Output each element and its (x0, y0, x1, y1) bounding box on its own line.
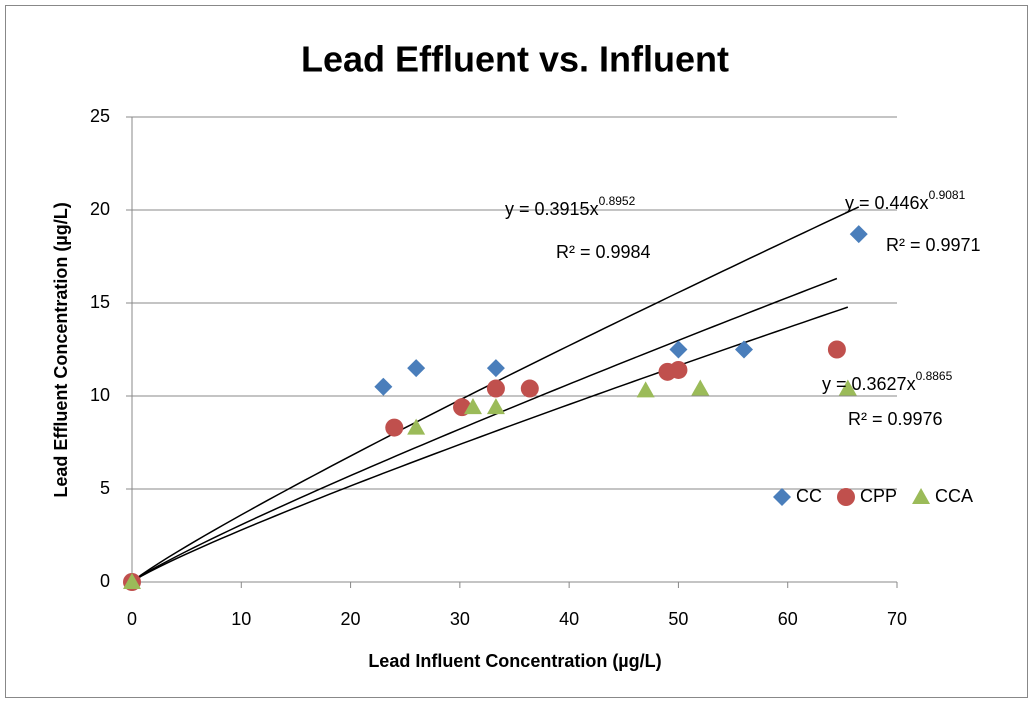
x-tick-label: 50 (668, 609, 688, 629)
trendline-r2: R² = 0.9971 (886, 235, 981, 255)
y-tick-label: 10 (90, 385, 110, 405)
trendline (131, 306, 849, 583)
point (463, 398, 482, 415)
equation-text: y = 0.446x (845, 193, 929, 213)
y-tick-label: 25 (90, 106, 110, 126)
point (407, 418, 426, 435)
point (827, 340, 846, 359)
trendline-r2: R² = 0.9984 (556, 242, 651, 262)
point (486, 359, 505, 378)
trendline-r2: R² = 0.9976 (848, 409, 943, 429)
y-tick-label: 20 (90, 199, 110, 219)
chart-border (5, 5, 1028, 698)
x-tick-label: 70 (887, 609, 907, 629)
legend-label: CC (796, 486, 822, 506)
point (849, 225, 868, 244)
point (374, 377, 393, 396)
legend-marker (912, 488, 931, 504)
equation-text: y = 0.3627x (822, 374, 916, 394)
point (407, 359, 426, 378)
trendline-equation: y = 0.3627x0.8865 (822, 369, 953, 394)
equation-exponent: 0.8865 (916, 369, 953, 383)
legend-marker (837, 488, 855, 506)
y-tick-label: 0 (100, 571, 110, 591)
x-tick-label: 40 (559, 609, 579, 629)
point (123, 573, 141, 589)
y-axis-title: Lead Effluent Concentration (µg/L) (51, 202, 71, 497)
point (486, 379, 505, 398)
legend-label: CPP (860, 486, 897, 506)
x-tick-label: 30 (450, 609, 470, 629)
legend-marker (773, 488, 791, 506)
point (636, 381, 655, 398)
point (669, 360, 688, 379)
point (735, 340, 753, 359)
point (691, 379, 710, 396)
x-tick-label: 10 (231, 609, 251, 629)
x-tick-label: 60 (778, 609, 798, 629)
chart-title: Lead Effluent vs. Influent (301, 39, 729, 80)
x-tick-label: 20 (341, 609, 361, 629)
x-tick-label: 0 (127, 609, 137, 629)
equation-exponent: 0.8952 (599, 194, 636, 208)
trendline (131, 277, 838, 583)
equation-exponent: 0.9081 (929, 188, 966, 202)
trendline-equation: y = 0.446x0.9081 (845, 188, 966, 213)
point (385, 418, 404, 437)
point (520, 379, 539, 398)
point (838, 379, 857, 396)
equation-text: y = 0.3915x (505, 199, 599, 219)
y-tick-label: 15 (90, 292, 110, 312)
x-axis-title: Lead Influent Concentration (µg/L) (368, 651, 661, 671)
y-tick-label: 5 (100, 478, 110, 498)
point (486, 398, 505, 415)
trendline-equation: y = 0.3915x0.8952 (505, 194, 636, 219)
legend-label: CCA (935, 486, 973, 506)
point (669, 340, 688, 359)
